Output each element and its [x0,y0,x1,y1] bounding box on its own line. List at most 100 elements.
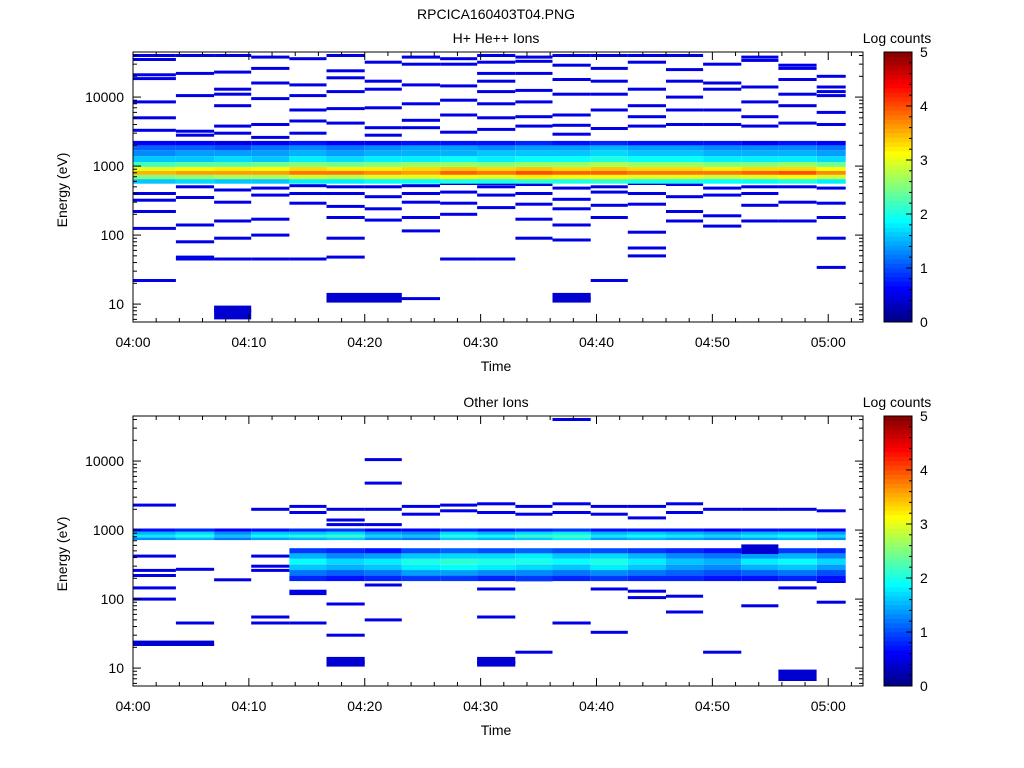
heatmap-cell [741,570,779,576]
x-tick-label: 04:50 [695,698,730,714]
heatmap-cell [175,133,215,137]
heatmap-cell [590,171,628,175]
heatmap-cell [666,575,704,582]
heatmap-cell [214,162,252,167]
colorbar-segment [884,123,912,129]
heatmap-cell [364,583,402,587]
heatmap-cell [741,219,779,223]
heatmap-cell [590,185,628,189]
heatmap-cell [741,179,779,184]
heatmap-cell [552,418,591,421]
heatmap-cell [401,534,440,538]
colorbar-segment [884,600,912,606]
heatmap-cell [515,564,553,571]
heatmap-cell [590,145,628,151]
y-tick-label: 1000 [93,522,124,538]
heatmap-cell [741,604,779,608]
heatmap-cell [326,166,365,171]
heatmap-cell [741,150,779,157]
heatmap-cell [666,210,704,213]
heatmap-cell [515,115,553,119]
heatmap-cell [364,553,402,559]
heatmap-cell [816,236,846,240]
heatmap-cell [440,98,478,102]
heatmap-cell [401,575,440,582]
heatmap-cell [251,97,290,101]
colorbar-segment [884,451,912,457]
heatmap-cell [214,145,252,151]
heatmap-cell [666,610,704,614]
heatmap-cell [666,219,704,223]
heatmap-cell [515,504,553,508]
heatmap-cell [552,511,591,514]
heatmap-cell [666,68,704,72]
heatmap-cell [364,218,402,222]
heatmap-cell [401,537,440,541]
heatmap-cell [515,162,553,167]
heatmap-cell [214,188,252,192]
heatmap-cell [440,534,478,538]
colorbar: 0 1 2 3 4 5 [883,408,928,694]
heatmap-cell [778,558,817,565]
heatmap-cell [627,124,666,128]
heatmap-cell [477,166,516,171]
heatmap-cell [289,575,327,582]
heatmap-cell [816,216,846,219]
axes: 04:00 04:10 04:20 04:30 04:40 04:50 05:00 10 100… [85,52,863,350]
heatmap-cell [326,564,365,571]
colorbar-segment [884,299,912,305]
heatmap-cell [666,537,704,541]
heatmap-cell [133,554,176,558]
colorbar-segment [884,568,912,574]
heatmap-cell [251,528,290,532]
heatmap-cell [326,54,365,57]
heatmap-cell [289,131,327,135]
heatmap-cell [590,203,628,207]
heatmap-cell [214,150,252,157]
heatmap-cell [552,292,591,303]
heatmap-cell [289,140,327,146]
heatmap-cell [590,512,628,516]
heatmap-cell [440,166,478,171]
heatmap-cell [590,279,628,282]
heatmap-cell [515,100,553,104]
heatmap-cell [326,633,365,637]
heatmap-cell [590,140,628,146]
colorbar-segment [884,447,912,453]
heatmap-cell [590,216,628,219]
heatmap-cell [816,110,846,114]
colorbar-segment [884,456,912,462]
heatmap-cell [440,548,478,554]
colorbar-segment [884,78,912,84]
colorbar-segment [884,132,912,138]
heatmap-cell [627,171,666,175]
heatmap-cell [666,502,704,506]
heatmap-cell [440,150,478,157]
heatmap-cell [175,94,215,98]
heatmap-cell [741,575,779,582]
heatmap-cell [741,534,779,538]
heatmap-cell [326,216,365,219]
heatmap-cell [741,544,779,554]
heatmap-cell [627,192,666,195]
heatmap-cell [364,507,402,511]
colorbar-segment [884,137,912,143]
heatmap-cell [590,570,628,576]
heatmap-cell [627,564,666,571]
heatmap-cell [364,126,402,130]
colorbar-segment [884,87,912,93]
heatmap-cell [364,534,402,538]
heatmap-cell [175,223,215,227]
heatmap-cell [778,66,817,70]
colorbar-segment [884,128,912,134]
heatmap-cell [401,118,440,122]
heatmap-cell [289,570,327,576]
heatmap-cell [590,548,628,554]
heatmap-cell [703,123,742,126]
heatmap-cell [326,162,365,167]
colorbar-segment [884,182,912,188]
colorbar-tick-label: 3 [920,516,928,532]
heatmap-cell [401,192,440,195]
colorbar-segment [884,119,912,125]
heatmap-cell [133,145,176,151]
